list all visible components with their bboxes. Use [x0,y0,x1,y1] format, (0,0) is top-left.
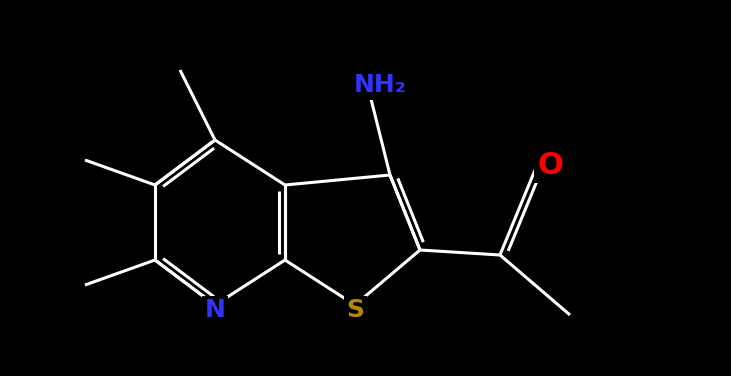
Text: NH₂: NH₂ [354,73,406,97]
Text: N: N [205,298,225,322]
Text: S: S [346,298,364,322]
Text: O: O [537,150,563,179]
